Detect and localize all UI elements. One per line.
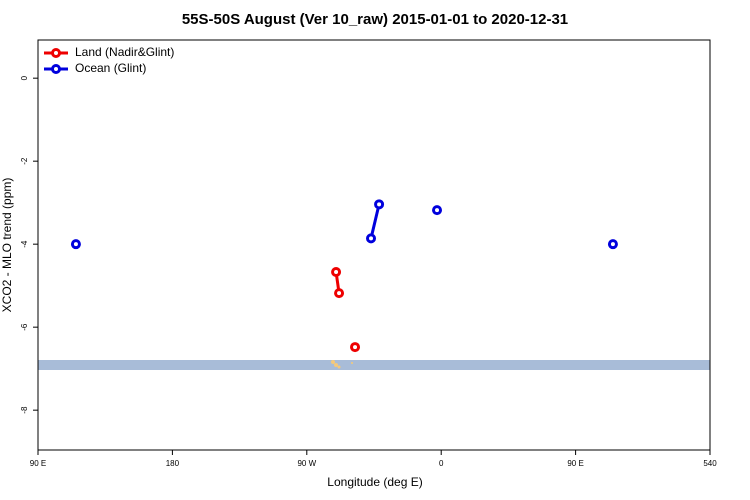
point [350, 342, 361, 353]
series-line [371, 204, 613, 244]
land-strip [38, 360, 710, 370]
x-tick-label: 90 W [297, 459, 316, 468]
point [607, 239, 618, 250]
series-line [336, 272, 355, 347]
x-tick-label: 90 E [567, 459, 583, 468]
chart-title: 55S-50S August (Ver 10_raw) 2015-01-01 t… [182, 11, 568, 28]
x-tick-label: 0 [439, 459, 444, 468]
legend-label: Land (Nadir&Glint) [75, 45, 174, 59]
legend-marker [51, 48, 61, 58]
point [334, 288, 345, 299]
x-tick-label: 90 E [30, 459, 46, 468]
point [331, 266, 342, 277]
y-tick-label: -6 [20, 323, 29, 331]
point [70, 239, 81, 250]
y-tick-label: -2 [20, 157, 29, 165]
x-tick-label: 540 [703, 459, 717, 468]
y-tick-label: -4 [20, 240, 29, 248]
y-tick-label: 0 [20, 75, 29, 80]
point [366, 233, 377, 244]
y-axis-label: XCO2 - MLO trend (ppm) [0, 178, 14, 313]
point [374, 199, 385, 210]
legend-label: Ocean (Glint) [75, 61, 146, 75]
point [432, 205, 443, 216]
y-tick-label: -8 [20, 406, 29, 414]
plot-frame [37, 39, 711, 451]
x-axis-label: Longitude (deg E) [327, 475, 422, 489]
legend-marker [51, 64, 61, 74]
land-dots [331, 360, 353, 369]
x-tick-label: 180 [166, 459, 180, 468]
